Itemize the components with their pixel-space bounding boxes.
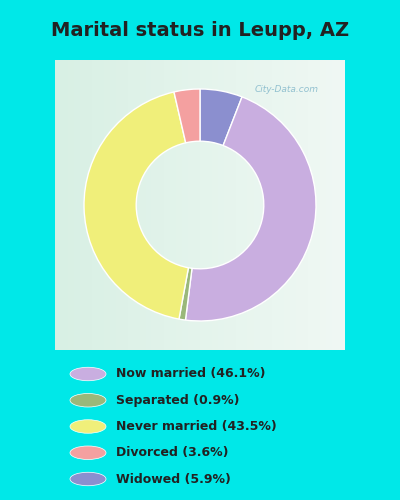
Wedge shape [174, 89, 200, 143]
Text: Divorced (3.6%): Divorced (3.6%) [116, 446, 228, 459]
Circle shape [70, 394, 106, 407]
Text: Widowed (5.9%): Widowed (5.9%) [116, 472, 231, 486]
Wedge shape [200, 89, 242, 146]
Wedge shape [84, 92, 188, 319]
Circle shape [70, 446, 106, 460]
Wedge shape [179, 268, 192, 320]
Text: Now married (46.1%): Now married (46.1%) [116, 368, 266, 380]
Text: City-Data.com: City-Data.com [255, 84, 319, 94]
Text: Marital status in Leupp, AZ: Marital status in Leupp, AZ [51, 20, 349, 40]
Wedge shape [186, 97, 316, 321]
Circle shape [70, 472, 106, 486]
Text: Separated (0.9%): Separated (0.9%) [116, 394, 240, 407]
Circle shape [70, 367, 106, 381]
Text: Never married (43.5%): Never married (43.5%) [116, 420, 277, 433]
Circle shape [70, 420, 106, 433]
